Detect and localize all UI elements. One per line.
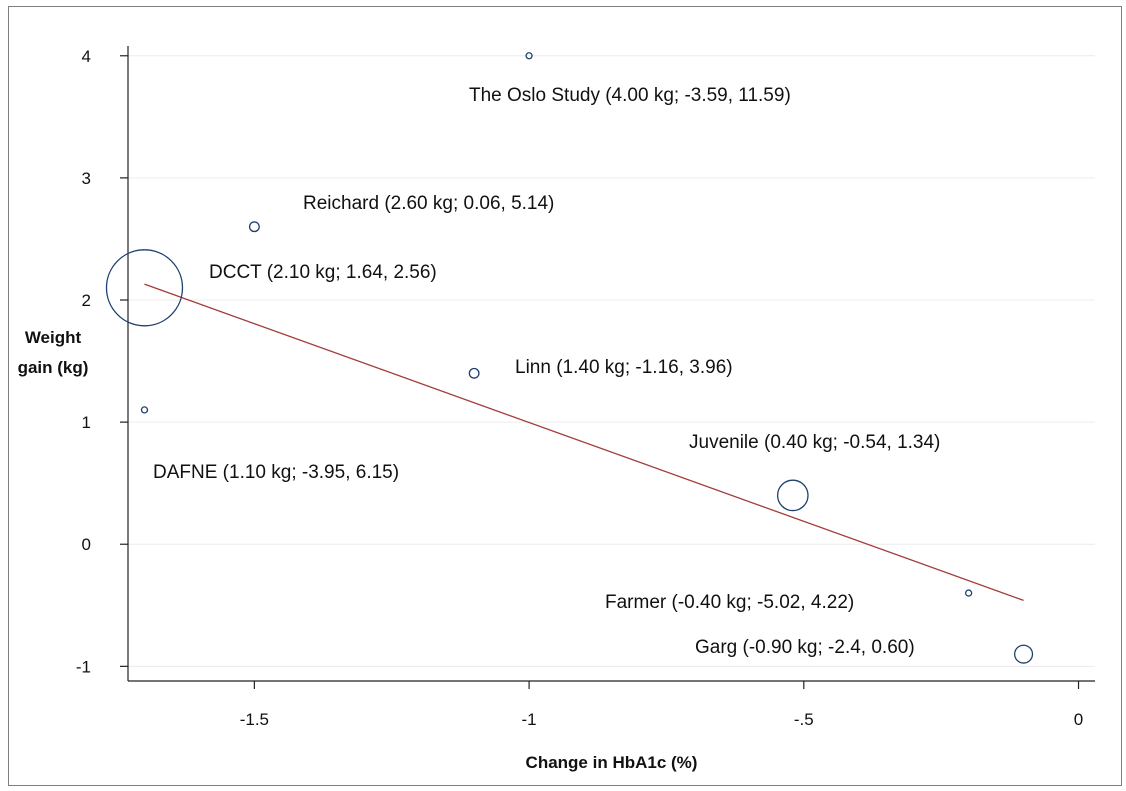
data-point	[140, 406, 149, 414]
y-axis-title: Weight gain (kg)	[18, 328, 89, 377]
point-label: Garg (-0.90 kg; -2.4, 0.60)	[695, 637, 915, 658]
point-label: DCCT (2.10 kg; 1.64, 2.56)	[209, 262, 437, 283]
x-tick-label: -1	[522, 710, 537, 729]
axes	[120, 46, 1095, 689]
y-tick-label: 4	[82, 47, 91, 66]
point-label: Linn (1.40 kg; -1.16, 3.96)	[515, 357, 733, 378]
data-points	[105, 52, 1034, 664]
x-tick-label: -1.5	[240, 710, 269, 729]
regression-fit-line	[144, 283, 1024, 602]
data-point	[468, 367, 480, 379]
tick-labels: -1 0 1 2 3 4 -1.5 -1 -.5 0	[76, 47, 1083, 729]
x-axis-title: Change in HbA1c (%)	[526, 753, 698, 772]
point-label: The Oslo Study (4.00 kg; -3.59, 11.59)	[469, 85, 791, 106]
x-tick-label: -.5	[794, 710, 814, 729]
x-tick-label: 0	[1074, 710, 1083, 729]
data-point	[1014, 644, 1034, 664]
point-label: Reichard (2.60 kg; 0.06, 5.14)	[303, 193, 554, 214]
point-label: Farmer (-0.40 kg; -5.02, 4.22)	[605, 592, 854, 613]
meta-regression-chart: -1 0 1 2 3 4 -1.5 -1 -.5 0 The Oslo Study (4.00 k…	[18, 46, 1095, 772]
point-labels: The Oslo Study (4.00 kg; -3.59, 11.59) Re…	[153, 85, 940, 658]
data-point	[525, 52, 533, 60]
y-tick-label: -1	[76, 657, 91, 676]
data-point	[105, 249, 184, 327]
data-point	[248, 221, 260, 233]
gridlines	[128, 55, 1095, 667]
point-label: Juvenile (0.40 kg; -0.54, 1.34)	[689, 432, 940, 453]
point-label: DAFNE (1.10 kg; -3.95, 6.15)	[153, 462, 399, 483]
y-tick-label: 3	[82, 169, 91, 188]
data-point	[964, 589, 973, 597]
chart-frame: -1 0 1 2 3 4 -1.5 -1 -.5 0 The Oslo Study (4.00 k…	[8, 6, 1122, 786]
y-tick-label: 0	[82, 535, 91, 554]
y-tick-label: 1	[82, 413, 91, 432]
y-tick-label: 2	[82, 291, 91, 310]
data-point	[776, 479, 809, 512]
